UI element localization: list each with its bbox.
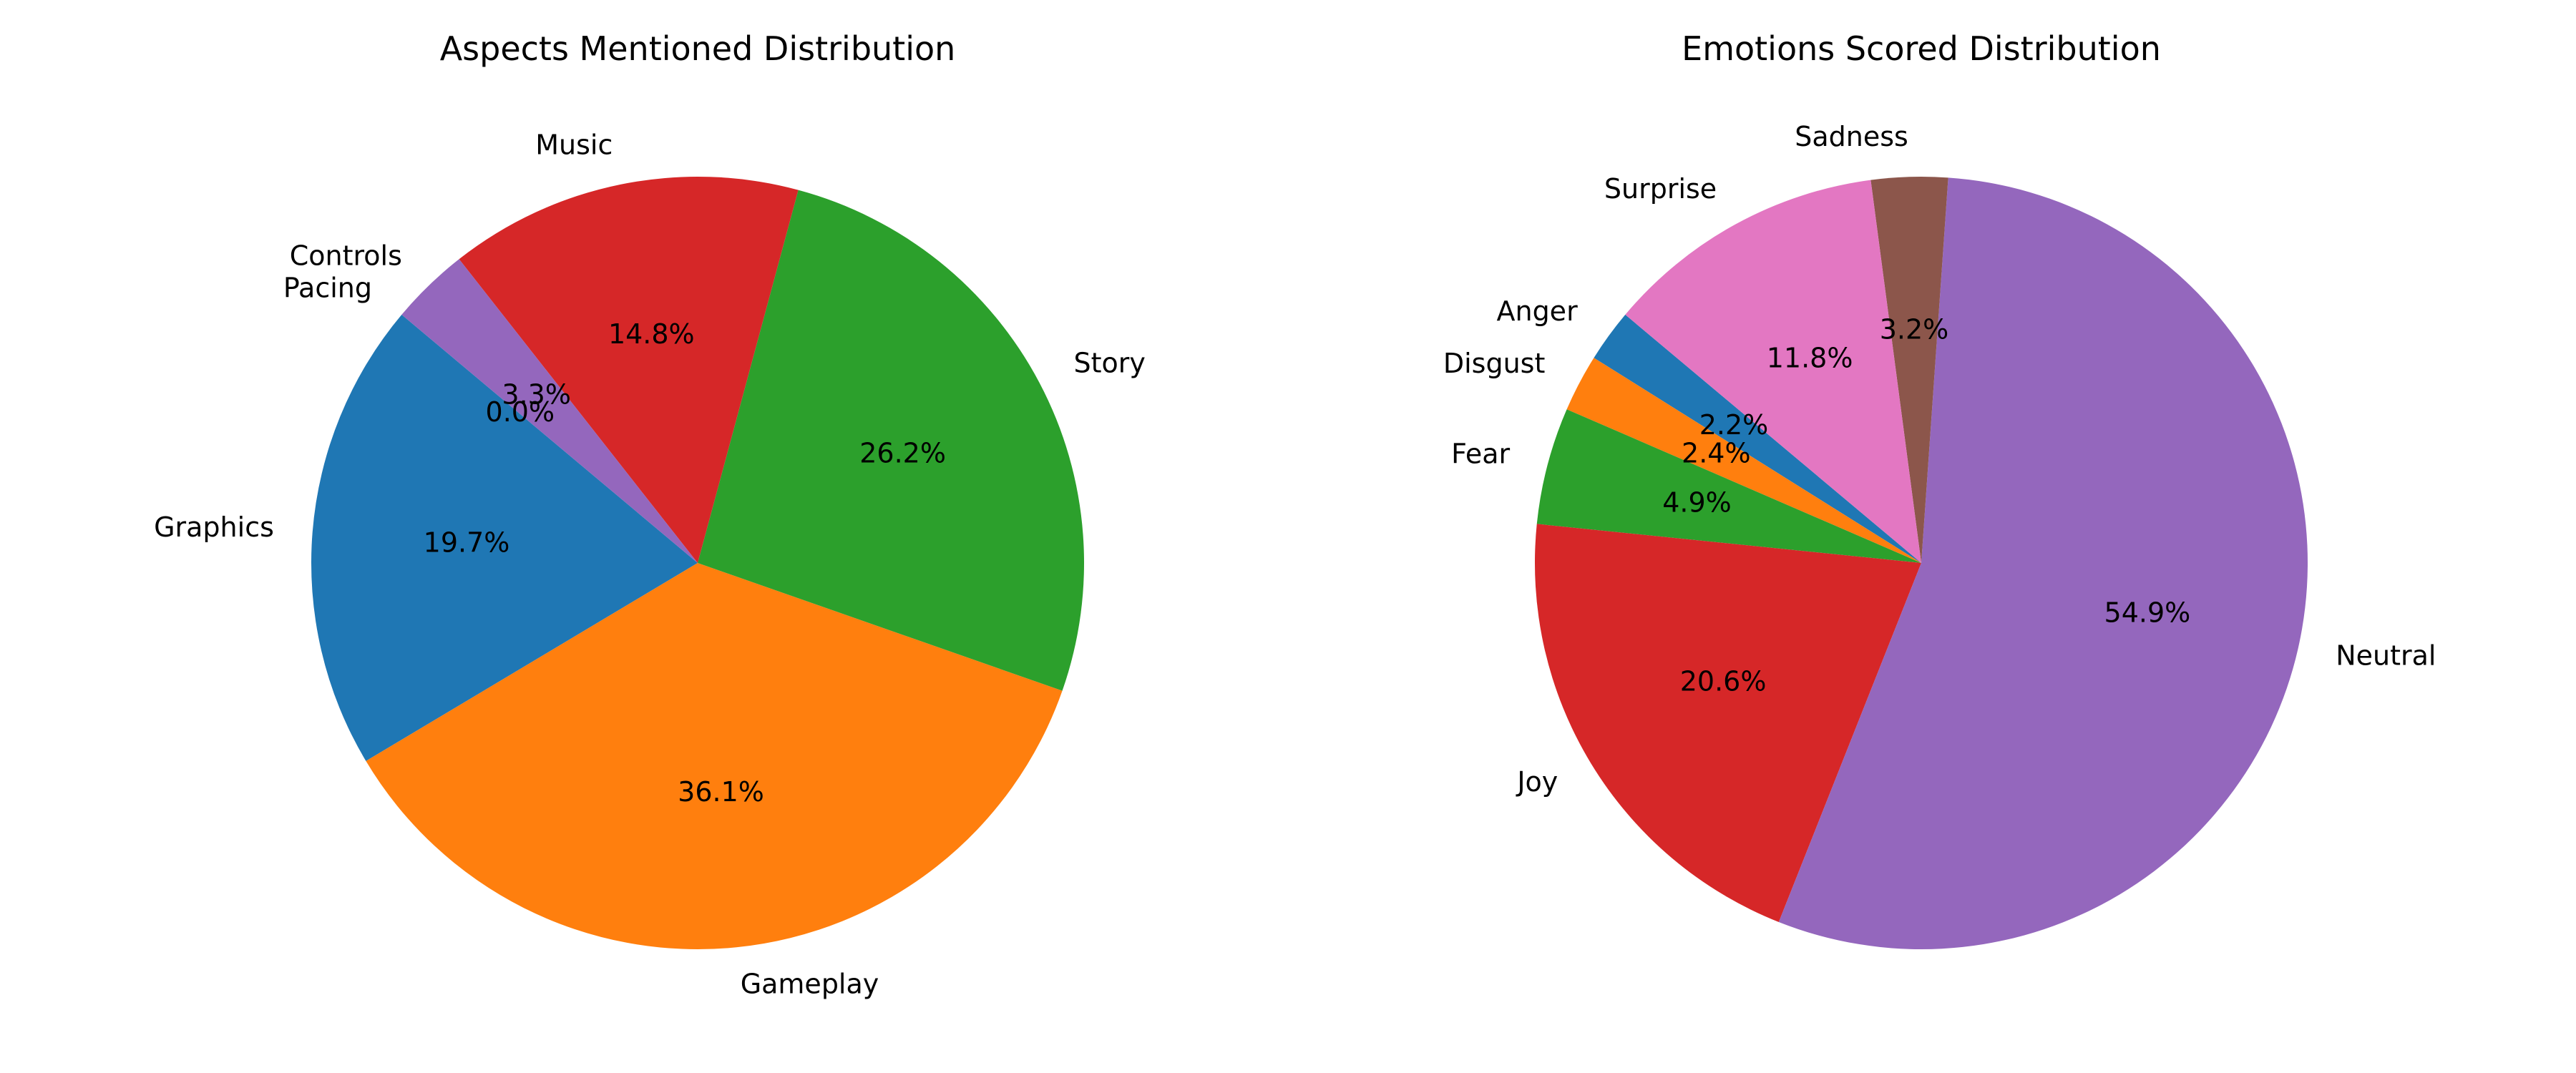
pie-slice-gameplay — [366, 563, 1063, 949]
pct-label-disgust: 2.4% — [1682, 438, 1751, 469]
pct-label-story: 26.2% — [859, 437, 946, 469]
pct-label-surprise: 11.8% — [1767, 343, 1853, 374]
pie-slices — [311, 176, 1085, 949]
slice-label-fear: Fear — [1451, 438, 1510, 470]
slice-label-anger: Anger — [1496, 295, 1578, 327]
slice-label-disgust: Disgust — [1443, 348, 1546, 379]
slice-label-surprise: Surprise — [1604, 173, 1717, 205]
slice-label-pacing: Pacing — [283, 273, 372, 304]
slice-label-controls: Controls — [290, 240, 402, 272]
pie-slice-fear — [1536, 409, 1921, 563]
slice-label-gameplay: Gameplay — [741, 969, 879, 1000]
pct-label-anger: 2.2% — [1699, 409, 1769, 441]
pie-slice-controls — [401, 259, 698, 563]
pie-slice-joy — [1534, 524, 1921, 922]
pie-slice-disgust — [1566, 358, 1921, 563]
pct-label-pacing: 0.0% — [486, 396, 555, 428]
pct-label-graphics: 19.7% — [424, 527, 510, 559]
slice-label-sadness: Sadness — [1795, 121, 1908, 152]
slice-label-graphics: Graphics — [154, 511, 274, 543]
slice-label-joy: Joy — [1516, 766, 1558, 798]
pct-label-neutral: 54.9% — [2104, 597, 2191, 628]
pie-slice-sadness — [1870, 177, 1948, 563]
slice-label-music: Music — [535, 129, 613, 161]
pie-slices — [1534, 177, 2308, 950]
pct-label-gameplay: 36.1% — [678, 776, 764, 808]
aspects-pie-chart: Aspects Mentioned Distribution Graphics 1… — [154, 29, 1146, 1000]
pct-label-controls: 3.3% — [502, 379, 571, 411]
chart-title: Aspects Mentioned Distribution — [440, 29, 956, 68]
emotions-pie-chart: Emotions Scored Distribution Anger 2.2% Di… — [1443, 29, 2436, 950]
pie-slice-story — [698, 190, 1085, 691]
pct-label-sadness: 3.2% — [1880, 314, 1949, 346]
pct-label-music: 14.8% — [608, 318, 695, 350]
slice-label-neutral: Neutral — [2336, 640, 2436, 671]
pct-label-joy: 20.6% — [1680, 666, 1767, 697]
pie-slice-music — [459, 176, 799, 563]
pie-slice-surprise — [1625, 180, 1921, 563]
pie-slice-neutral — [1778, 177, 2308, 950]
chart-title: Emotions Scored Distribution — [1682, 29, 2161, 68]
pie-labels: Graphics 19.7% Gameplay 36.1% Story 26.2% Musi… — [154, 129, 1146, 1000]
pie-slice-anger — [1594, 314, 1921, 563]
pie-slice-graphics — [311, 314, 698, 761]
slice-label-story: Story — [1074, 348, 1146, 379]
pie-labels: Anger 2.2% Disgust 2.4% Fear 4.9% Joy 20.6% Neut… — [1443, 121, 2436, 798]
pct-label-fear: 4.9% — [1662, 487, 1732, 519]
